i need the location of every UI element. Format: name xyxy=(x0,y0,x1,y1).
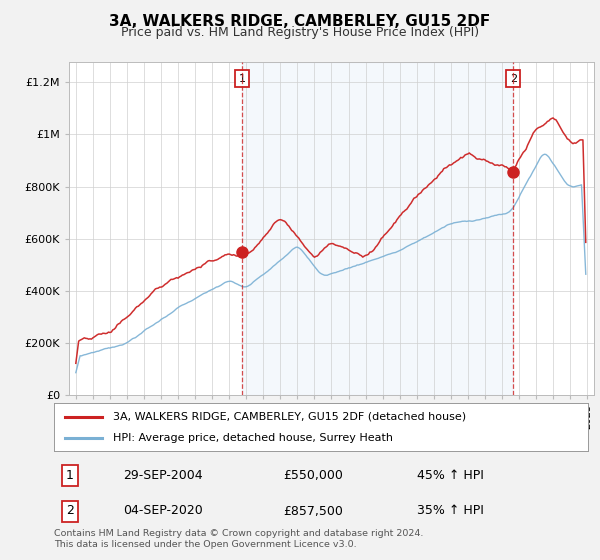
Text: 04-SEP-2020: 04-SEP-2020 xyxy=(124,505,203,517)
Text: 2: 2 xyxy=(66,505,74,517)
Text: 29-SEP-2004: 29-SEP-2004 xyxy=(124,469,203,482)
Text: £857,500: £857,500 xyxy=(284,505,343,517)
Text: 1: 1 xyxy=(239,73,245,83)
Text: Contains HM Land Registry data © Crown copyright and database right 2024.
This d: Contains HM Land Registry data © Crown c… xyxy=(54,529,424,549)
Text: 2: 2 xyxy=(510,73,517,83)
Bar xyxy=(242,62,514,395)
Text: HPI: Average price, detached house, Surrey Heath: HPI: Average price, detached house, Surr… xyxy=(113,433,393,444)
Text: Price paid vs. HM Land Registry's House Price Index (HPI): Price paid vs. HM Land Registry's House … xyxy=(121,26,479,39)
Text: 1: 1 xyxy=(66,469,74,482)
Text: £550,000: £550,000 xyxy=(284,469,343,482)
Text: 35% ↑ HPI: 35% ↑ HPI xyxy=(417,505,484,517)
Text: 45% ↑ HPI: 45% ↑ HPI xyxy=(417,469,484,482)
Text: 3A, WALKERS RIDGE, CAMBERLEY, GU15 2DF (detached house): 3A, WALKERS RIDGE, CAMBERLEY, GU15 2DF (… xyxy=(113,412,466,422)
Text: 3A, WALKERS RIDGE, CAMBERLEY, GU15 2DF: 3A, WALKERS RIDGE, CAMBERLEY, GU15 2DF xyxy=(109,14,491,29)
